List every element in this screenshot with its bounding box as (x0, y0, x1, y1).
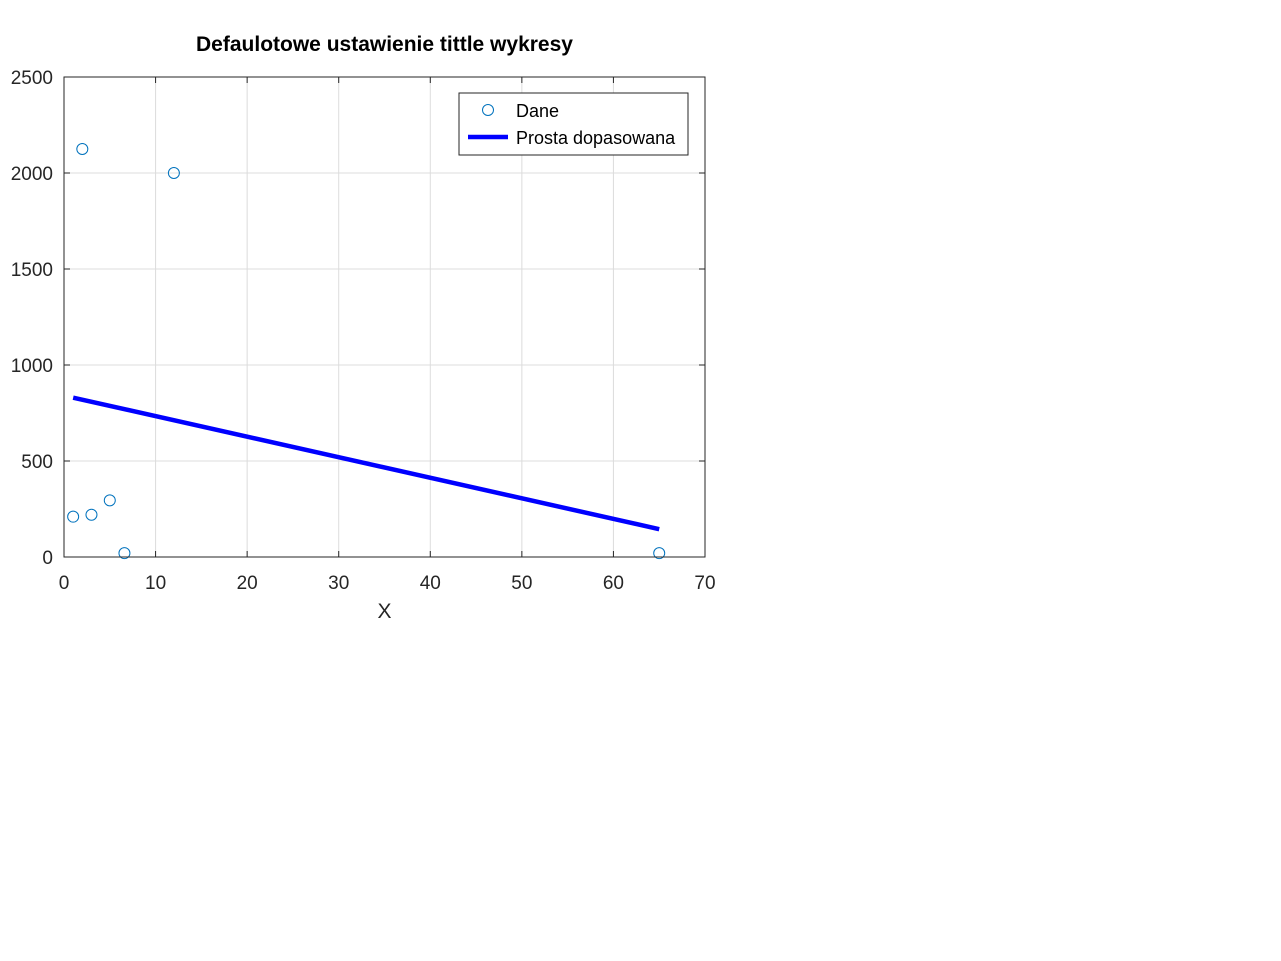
x-tick-label: 20 (237, 573, 258, 594)
data-point (103, 494, 116, 507)
chart-title: Defaulotowe ustawienie tittle wykresy (196, 33, 573, 56)
y-tick-label: 0 (42, 548, 53, 569)
x-tick-label: 10 (145, 573, 166, 594)
x-tick-label: 30 (328, 573, 349, 594)
data-point (85, 508, 98, 521)
y-tick-label: 500 (21, 452, 53, 473)
x-tick-label: 40 (420, 573, 441, 594)
y-tick-label: 1000 (11, 356, 53, 377)
grid (64, 77, 705, 557)
y-tick-label: 1500 (11, 260, 53, 281)
data-point (653, 547, 666, 560)
plot-series (67, 143, 666, 560)
x-tick-label: 0 (59, 573, 70, 594)
legend-label: Dane (516, 101, 559, 121)
data-point (167, 167, 180, 179)
axis-ticks: 0 10 20 30 40 50 60 70 0 500 1000 1500 2000 2500 (11, 68, 716, 594)
x-tick-label: 60 (603, 573, 624, 594)
data-point (67, 510, 80, 523)
data-point (118, 547, 131, 560)
fit-line (72, 395, 660, 532)
y-tick-label: 2000 (11, 164, 53, 185)
x-tick-label: 70 (694, 573, 715, 594)
legend-box (458, 92, 689, 156)
y-tick-label: 2500 (11, 68, 53, 89)
data-point (76, 143, 89, 155)
x-axis-label: X (377, 600, 391, 623)
x-tick-label: 50 (511, 573, 532, 594)
legend: Dane Prosta dopasowana (458, 92, 689, 156)
legend-marker-swatch (482, 104, 494, 116)
axes-box (63, 76, 706, 558)
legend-label: Prosta dopasowana (516, 128, 676, 148)
